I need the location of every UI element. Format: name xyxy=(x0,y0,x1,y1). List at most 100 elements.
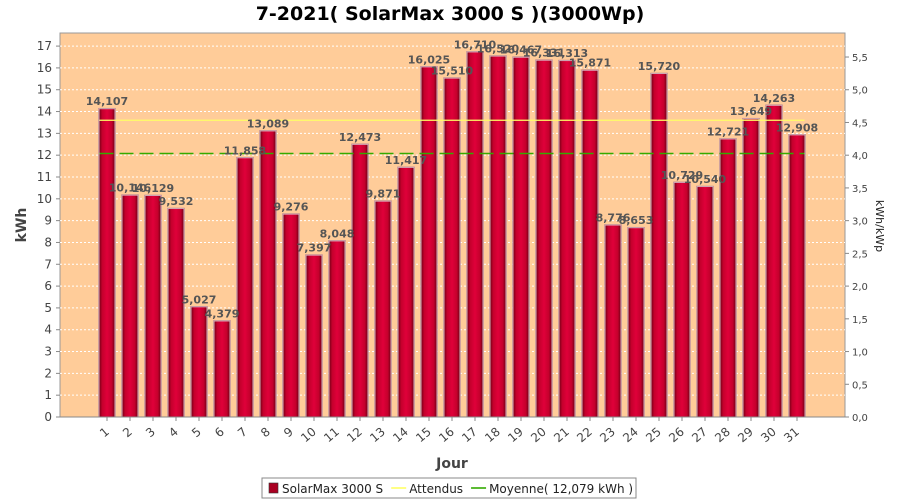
y-tick-label-right: 4,0 xyxy=(852,151,868,162)
y-tick-label-right: 0,0 xyxy=(852,413,868,424)
bar xyxy=(536,60,552,418)
y-tick-label: 17 xyxy=(37,39,52,53)
data-label: 10,129 xyxy=(132,182,174,195)
data-label: 8,653 xyxy=(619,214,654,227)
x-axis-title: Jour xyxy=(435,456,468,472)
bar xyxy=(237,158,253,417)
bar xyxy=(168,209,184,417)
x-tick-label: 10 xyxy=(298,425,319,446)
x-axis: 1 2 3 4 5 6 7 8 9 10 11 12 13 14 15 16 17 18 19 20 21 22 23 24 2… xyxy=(60,416,845,446)
data-label: 16,520 xyxy=(477,43,520,56)
data-label: 15,871 xyxy=(569,57,611,70)
bar xyxy=(743,119,759,417)
bar xyxy=(490,56,506,418)
y-tick-label-right: 5,0 xyxy=(852,86,868,97)
x-tick-label: 13 xyxy=(367,425,388,446)
y-tick-label: 13 xyxy=(37,126,52,140)
legend-swatch xyxy=(268,482,279,494)
y-axis-title-right: kWh/kWp xyxy=(873,200,886,252)
y-axis-title: kWh xyxy=(14,208,30,243)
data-label: 11,858 xyxy=(224,144,266,157)
data-label: 9,532 xyxy=(159,195,194,208)
y-tick-label-right: 3,0 xyxy=(852,217,868,228)
data-label: 13,649 xyxy=(730,105,772,118)
data-label: 16,467 xyxy=(500,44,542,57)
data-label: 12,908 xyxy=(776,121,818,134)
bar xyxy=(260,131,276,417)
data-label: 7,397 xyxy=(297,242,332,255)
y-tick-label: 7 xyxy=(44,257,52,271)
data-label: 16,025 xyxy=(408,53,450,66)
y-tick-label: 12 xyxy=(37,148,52,162)
y-tick-label: 15 xyxy=(37,83,52,97)
x-tick-label: 6 xyxy=(212,425,227,441)
bar xyxy=(513,57,529,417)
bar xyxy=(329,241,345,417)
bar xyxy=(674,182,690,417)
bar xyxy=(352,144,368,417)
data-label: 8,776 xyxy=(596,212,631,225)
bar xyxy=(651,74,667,417)
x-tick-label: 8 xyxy=(258,425,273,441)
bar xyxy=(421,67,437,417)
y-tick-label-right: 2,5 xyxy=(852,249,868,260)
bar xyxy=(720,139,736,417)
bar xyxy=(99,109,115,417)
x-tick-label: 12 xyxy=(344,425,365,446)
bar xyxy=(398,167,414,417)
data-label: 5,027 xyxy=(182,293,217,306)
x-tick-label: 2 xyxy=(120,425,135,441)
data-label: 14,263 xyxy=(753,92,795,105)
bar xyxy=(375,201,391,417)
y-tick-label: 14 xyxy=(37,105,52,119)
y-tick-label: 10 xyxy=(37,192,52,206)
data-label: 16,331 xyxy=(523,47,565,60)
data-label: 11,417 xyxy=(385,154,427,167)
data-label: 15,720 xyxy=(638,60,681,73)
data-label: 12,473 xyxy=(339,131,381,144)
y-tick-label: 5 xyxy=(44,301,52,315)
bar xyxy=(444,78,460,417)
y-tick-label: 9 xyxy=(44,214,52,228)
x-tick-label: 26 xyxy=(666,425,687,446)
y-axis-right: 0,0 0,5 1,0 1,5 2,0 2,5 3,0 3,5 4,0 4,5 5,0 5,5 xyxy=(845,53,868,424)
x-tick-label: 19 xyxy=(505,425,526,446)
x-tick-label: 28 xyxy=(712,425,733,446)
y-tick-label-right: 0,5 xyxy=(852,380,868,391)
bar xyxy=(191,307,207,417)
bar xyxy=(306,255,322,417)
y-tick-label: 8 xyxy=(44,235,52,249)
data-label: 10,540 xyxy=(684,173,727,186)
bar xyxy=(697,187,713,417)
y-tick-label: 4 xyxy=(44,323,52,337)
legend-label: Attendus xyxy=(409,482,463,496)
x-tick-label: 16 xyxy=(436,425,457,446)
x-tick-label: 31 xyxy=(781,425,802,446)
x-tick-label: 25 xyxy=(643,425,664,446)
data-label: 16,313 xyxy=(546,47,588,60)
x-tick-label: 7 xyxy=(235,425,250,441)
x-tick-label: 27 xyxy=(689,425,710,446)
x-tick-label: 29 xyxy=(735,425,756,446)
y-tick-label-right: 3,5 xyxy=(852,184,868,195)
y-tick-label-right: 4,5 xyxy=(852,118,868,129)
data-label: 4,379 xyxy=(205,307,240,320)
bar xyxy=(789,135,805,417)
bar xyxy=(467,52,483,417)
bar xyxy=(559,61,575,417)
x-tick-label: 5 xyxy=(189,425,204,441)
x-tick-label: 24 xyxy=(620,425,641,446)
y-tick-label: 11 xyxy=(37,170,52,184)
bar xyxy=(582,70,598,417)
x-tick-label: 23 xyxy=(597,425,618,446)
data-label: 9,276 xyxy=(274,201,309,214)
y-tick-label: 0 xyxy=(44,410,52,424)
x-tick-label: 3 xyxy=(143,425,158,441)
y-tick-label-right: 1,0 xyxy=(852,348,868,359)
y-tick-label-right: 1,5 xyxy=(852,315,868,326)
y-tick-label: 3 xyxy=(44,345,52,359)
y-tick-label: 1 xyxy=(44,388,52,402)
data-label: 16,710 xyxy=(454,38,497,51)
